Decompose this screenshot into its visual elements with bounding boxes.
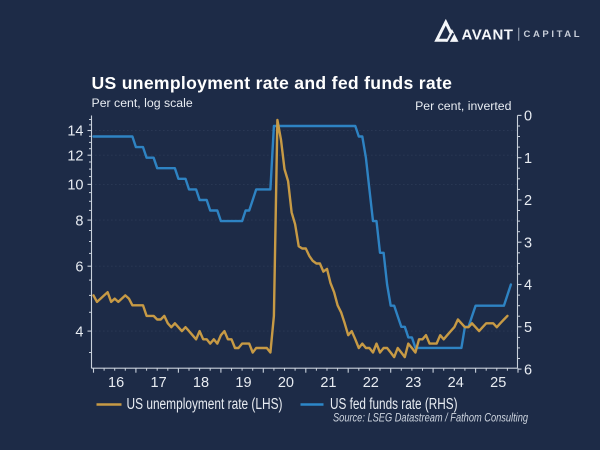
svg-text:3: 3 (524, 235, 532, 251)
svg-text:24: 24 (448, 375, 464, 391)
svg-text:5: 5 (524, 320, 532, 336)
svg-text:4: 4 (75, 324, 83, 340)
svg-text:6: 6 (524, 362, 532, 378)
svg-text:10: 10 (67, 178, 83, 194)
svg-text:2: 2 (524, 193, 532, 209)
svg-text:23: 23 (405, 375, 421, 391)
svg-text:Per cent, inverted: Per cent, inverted (415, 99, 512, 113)
svg-text:18: 18 (193, 375, 209, 391)
svg-text:US fed funds rate (RHS): US fed funds rate (RHS) (330, 396, 458, 413)
svg-text:US unemployment rate (LHS): US unemployment rate (LHS) (127, 396, 283, 413)
svg-text:12: 12 (67, 148, 83, 164)
svg-text:19: 19 (235, 375, 251, 391)
svg-text:Per cent, log scale: Per cent, log scale (92, 96, 193, 110)
svg-text:US unemployment rate and fed f: US unemployment rate and fed funds rate (92, 73, 453, 93)
svg-text:21: 21 (320, 375, 336, 391)
svg-text:6: 6 (75, 259, 83, 275)
svg-text:14: 14 (67, 124, 83, 140)
svg-text:CAPITAL: CAPITAL (524, 29, 583, 40)
svg-text:Source: LSEG Datastream / Fath: Source: LSEG Datastream / Fathom Consult… (333, 411, 528, 425)
svg-text:8: 8 (75, 213, 83, 229)
svg-text:4: 4 (524, 278, 532, 294)
svg-text:1: 1 (524, 151, 532, 167)
svg-text:22: 22 (363, 375, 379, 391)
svg-text:20: 20 (278, 375, 294, 391)
svg-text:AVANT: AVANT (462, 27, 514, 44)
svg-text:0: 0 (524, 109, 532, 125)
svg-text:16: 16 (108, 375, 124, 391)
svg-text:25: 25 (490, 375, 506, 391)
svg-text:17: 17 (151, 375, 167, 391)
